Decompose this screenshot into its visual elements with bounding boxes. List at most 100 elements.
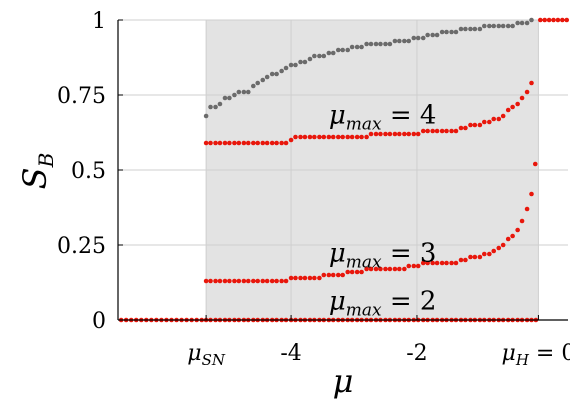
point-1-7	[236, 140, 242, 146]
point-2-5	[227, 278, 232, 284]
point-1-18	[288, 137, 294, 143]
point-0-28	[335, 47, 341, 53]
point-2-43	[406, 263, 412, 269]
point-0-13	[264, 74, 270, 80]
point-1-62	[496, 116, 502, 122]
y-axis-title: SB	[16, 153, 58, 190]
point-1-57	[472, 122, 478, 128]
point-2-26	[326, 272, 332, 278]
point-1-46	[420, 128, 426, 134]
point-2-48	[430, 260, 435, 266]
point-0-29	[340, 47, 345, 53]
series-0	[203, 17, 534, 119]
point-0-10	[251, 83, 256, 89]
point-2-25	[321, 272, 327, 278]
y-axis-title-sub: B	[34, 153, 58, 169]
point-0-52	[449, 29, 454, 35]
point-0-41	[397, 38, 402, 44]
point-2-31	[349, 269, 355, 275]
point-2-9	[245, 278, 251, 284]
point-2-18	[288, 275, 294, 281]
point-0-18	[288, 62, 294, 68]
point-0-4	[222, 95, 228, 101]
point-1-36	[373, 131, 379, 137]
point-0-57	[472, 26, 478, 32]
point-0-67	[519, 20, 525, 26]
point-1-47	[425, 128, 430, 134]
point-2-19	[293, 275, 298, 281]
point-2-46	[420, 260, 426, 266]
point-2-66	[515, 227, 520, 233]
point-0-37	[378, 41, 383, 47]
point-0-27	[330, 50, 336, 56]
point-1-38	[383, 131, 388, 137]
point-4-5	[560, 17, 565, 23]
point-2-57	[472, 254, 478, 260]
point-0-64	[505, 23, 511, 29]
y-axis-title-main: S	[16, 167, 54, 189]
point-1-67	[519, 95, 525, 101]
point-1-15	[274, 140, 279, 146]
point-1-50	[439, 128, 445, 134]
point-1-63	[500, 113, 506, 119]
point-0-39	[387, 41, 393, 47]
annotation-1: μmax = 3	[329, 239, 437, 273]
point-2-61	[491, 248, 497, 254]
point-2-21	[302, 275, 308, 281]
point-1-31	[349, 134, 355, 140]
point-1-51	[444, 128, 449, 134]
point-2-30	[345, 269, 351, 275]
point-2-56	[468, 254, 473, 260]
point-0-50	[439, 29, 445, 35]
point-4-4	[555, 17, 561, 23]
point-2-13	[264, 278, 270, 284]
point-2-32	[354, 269, 360, 275]
point-2-68	[524, 206, 530, 212]
point-0-33	[359, 44, 364, 50]
point-0-19	[293, 62, 298, 68]
point-0-26	[326, 50, 332, 56]
point-1-4	[222, 140, 228, 146]
point-1-37	[378, 131, 383, 137]
point-1-39	[387, 131, 393, 137]
series-4	[538, 17, 570, 23]
point-2-53	[453, 260, 459, 266]
point-1-45	[415, 131, 421, 137]
point-1-41	[397, 131, 402, 137]
point-0-12	[260, 77, 266, 83]
y-tick-label-2: 0.5	[71, 159, 106, 184]
point-2-67	[519, 218, 525, 224]
point-4-3	[551, 17, 556, 23]
point-2-22	[307, 275, 313, 281]
point-2-62	[496, 245, 502, 251]
point-0-43	[406, 38, 412, 44]
x-tick-label-0: μSN	[187, 341, 226, 369]
point-1-23	[312, 134, 317, 140]
point-0-49	[434, 32, 440, 38]
point-1-2	[213, 140, 218, 146]
point-0-34	[364, 41, 369, 47]
point-2-40	[392, 266, 398, 272]
point-0-3	[217, 101, 223, 107]
point-0-47	[425, 32, 430, 38]
point-2-2	[213, 278, 218, 284]
point-2-58	[477, 254, 483, 260]
point-0-61	[491, 23, 497, 29]
y-tick-label-3: 0.75	[57, 84, 106, 109]
point-2-27	[330, 272, 336, 278]
point-1-32	[354, 134, 360, 140]
point-2-44	[411, 263, 417, 269]
series-1	[203, 80, 534, 146]
point-0-1	[208, 104, 213, 110]
point-1-59	[481, 119, 487, 125]
point-1-12	[260, 140, 266, 146]
point-0-9	[245, 89, 251, 95]
point-0-17	[283, 65, 289, 71]
point-0-15	[274, 71, 279, 77]
point-2-38	[383, 266, 388, 272]
annotation-2: μmax = 2	[329, 287, 437, 321]
point-1-25	[321, 134, 327, 140]
point-2-16	[279, 278, 284, 284]
point-0-32	[354, 44, 360, 50]
